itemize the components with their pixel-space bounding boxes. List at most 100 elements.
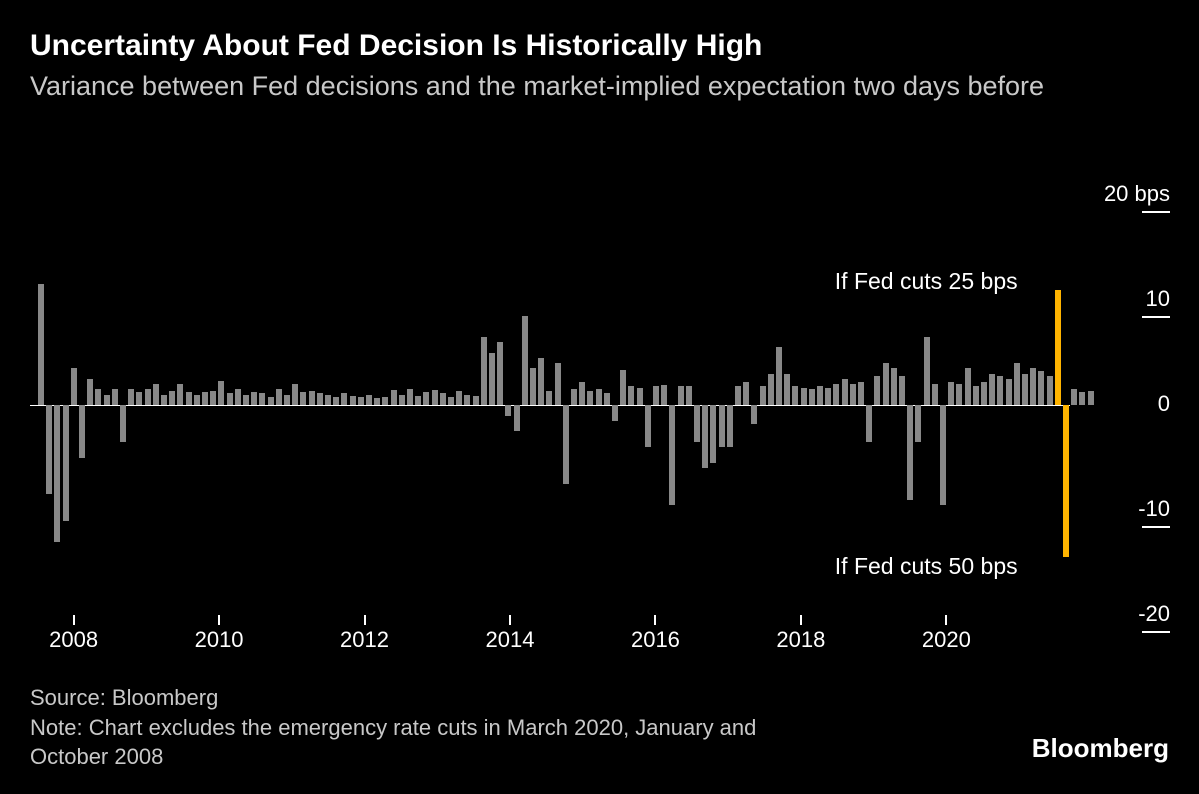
data-bar bbox=[956, 384, 962, 405]
data-bar bbox=[1014, 363, 1020, 405]
data-bar bbox=[210, 391, 216, 405]
x-tick-mark bbox=[800, 615, 802, 625]
data-bar bbox=[259, 393, 265, 405]
data-bar bbox=[940, 405, 946, 505]
data-bar bbox=[251, 392, 257, 405]
data-bar bbox=[571, 389, 577, 405]
data-bar bbox=[1006, 379, 1012, 405]
data-bar bbox=[596, 389, 602, 405]
data-bar bbox=[284, 395, 290, 406]
data-bar bbox=[948, 382, 954, 405]
data-bar bbox=[924, 337, 930, 405]
data-bar bbox=[997, 376, 1003, 405]
data-bar bbox=[464, 395, 470, 406]
data-bar bbox=[415, 396, 421, 405]
data-bar bbox=[440, 393, 446, 405]
data-bar bbox=[276, 389, 282, 405]
x-tick-mark bbox=[218, 615, 220, 625]
data-bar bbox=[79, 405, 85, 458]
data-bar bbox=[218, 381, 224, 405]
y-tick-label: 0 bbox=[1075, 391, 1170, 417]
data-bar bbox=[825, 388, 831, 405]
data-bar bbox=[555, 363, 561, 405]
data-bar bbox=[1022, 374, 1028, 406]
data-bar bbox=[514, 405, 520, 431]
data-bar bbox=[243, 395, 249, 406]
data-bar bbox=[768, 374, 774, 406]
data-bar bbox=[350, 396, 356, 405]
data-bar bbox=[801, 388, 807, 405]
x-tick-mark bbox=[945, 615, 947, 625]
data-bar bbox=[792, 386, 798, 405]
data-bar bbox=[727, 405, 733, 447]
data-bar bbox=[694, 405, 700, 442]
y-axis: 20 bps100-10-20 bbox=[1075, 195, 1170, 615]
x-tick-label: 2020 bbox=[922, 627, 971, 653]
data-bar bbox=[661, 385, 667, 405]
data-bar bbox=[432, 390, 438, 405]
data-bar bbox=[612, 405, 618, 421]
data-bar bbox=[128, 389, 134, 405]
data-bar bbox=[653, 386, 659, 405]
x-tick-label: 2014 bbox=[486, 627, 535, 653]
data-bar bbox=[38, 284, 44, 405]
data-bar bbox=[538, 358, 544, 405]
data-bar bbox=[833, 384, 839, 405]
data-bar bbox=[710, 405, 716, 463]
data-bar bbox=[620, 370, 626, 405]
x-tick-label: 2016 bbox=[631, 627, 680, 653]
y-tick-label: 20 bps bbox=[1075, 181, 1170, 207]
brand-logo: Bloomberg bbox=[1032, 733, 1169, 764]
data-bar bbox=[71, 368, 77, 405]
data-bar bbox=[112, 389, 118, 405]
data-bar bbox=[423, 392, 429, 405]
data-bar bbox=[399, 395, 405, 406]
x-tick-mark bbox=[509, 615, 511, 625]
data-bar bbox=[874, 376, 880, 405]
highlight-bar-up bbox=[1055, 290, 1061, 406]
data-bar bbox=[325, 395, 331, 406]
data-bar bbox=[407, 389, 413, 405]
data-bar bbox=[63, 405, 69, 521]
data-bar bbox=[702, 405, 708, 468]
data-bar bbox=[505, 405, 511, 416]
data-bar bbox=[915, 405, 921, 442]
data-bar bbox=[456, 391, 462, 405]
highlight-bar-down bbox=[1063, 405, 1069, 557]
data-bar bbox=[161, 395, 167, 406]
data-bar bbox=[481, 337, 487, 405]
data-bar bbox=[473, 396, 479, 405]
y-tick-mark bbox=[1142, 526, 1170, 528]
data-bar bbox=[858, 382, 864, 405]
chart-plot bbox=[30, 195, 1070, 615]
chart-subtitle: Variance between Fed decisions and the m… bbox=[30, 70, 1080, 104]
source-line: Source: Bloomberg bbox=[30, 683, 830, 713]
data-bar bbox=[1047, 376, 1053, 405]
data-bar bbox=[866, 405, 872, 442]
x-tick-label: 2018 bbox=[776, 627, 825, 653]
annotation-cuts-50: If Fed cuts 50 bps bbox=[835, 553, 1018, 580]
data-bar bbox=[145, 389, 151, 405]
x-tick-label: 2008 bbox=[49, 627, 98, 653]
data-bar bbox=[317, 393, 323, 405]
data-bar bbox=[686, 386, 692, 405]
data-bar bbox=[120, 405, 126, 442]
chart-title: Uncertainty About Fed Decision Is Histor… bbox=[30, 28, 1169, 64]
data-bar bbox=[669, 405, 675, 505]
data-bar bbox=[374, 398, 380, 405]
data-bar bbox=[907, 405, 913, 500]
data-bar bbox=[628, 386, 634, 405]
y-tick-mark bbox=[1142, 316, 1170, 318]
data-bar bbox=[391, 390, 397, 405]
data-bar bbox=[194, 395, 200, 406]
data-bar bbox=[719, 405, 725, 447]
data-bar bbox=[169, 391, 175, 405]
y-tick-mark bbox=[1142, 631, 1170, 633]
data-bar bbox=[981, 382, 987, 405]
x-tick-label: 2012 bbox=[340, 627, 389, 653]
x-axis: 2008201020122014201620182020 bbox=[30, 615, 1070, 655]
data-bar bbox=[809, 389, 815, 405]
data-bar bbox=[202, 392, 208, 405]
chart-area: 20 bps100-10-20 200820102012201420162018… bbox=[30, 195, 1170, 655]
y-tick-label: 10 bbox=[1075, 286, 1170, 312]
